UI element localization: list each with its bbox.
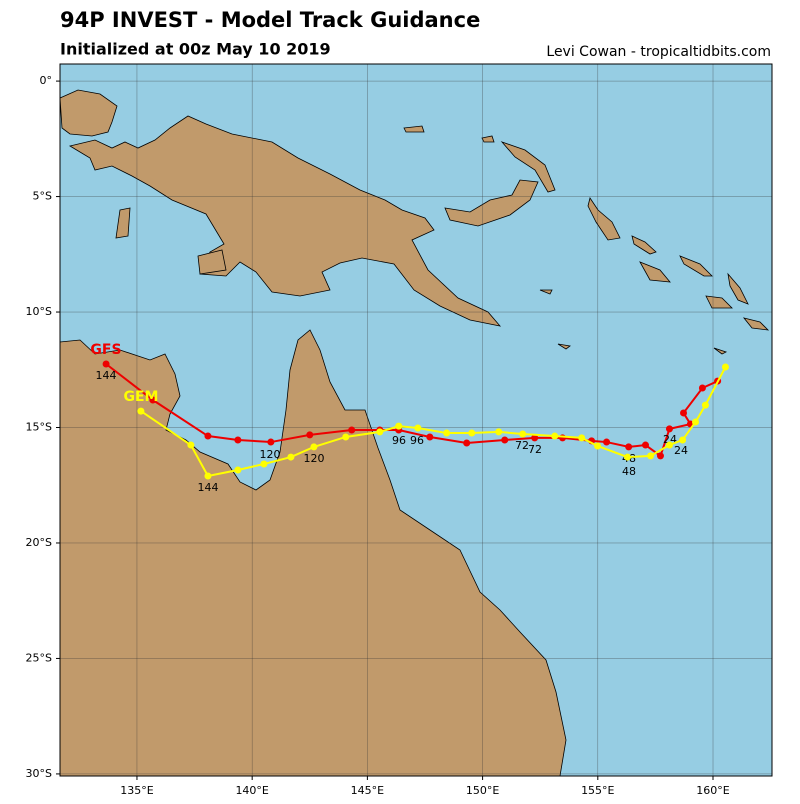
track-point	[468, 429, 476, 437]
x-tick-label: 160°E	[696, 784, 729, 797]
hour-label: 144	[96, 369, 117, 382]
track-point	[463, 439, 471, 447]
track-point	[102, 360, 110, 368]
y-tick-label: 10°S	[26, 305, 52, 318]
track-point	[625, 443, 633, 451]
solomons-4	[705, 295, 733, 309]
track-point	[665, 425, 673, 433]
track-point	[647, 452, 655, 460]
track-point	[603, 438, 611, 446]
hour-label: 48	[622, 465, 636, 478]
hour-label: 120	[260, 448, 281, 461]
tracks: GFS24487296120144GEM24487296120144	[90, 342, 729, 494]
track-point	[414, 424, 422, 432]
track-point	[187, 441, 195, 449]
track-point	[267, 438, 275, 446]
track-point	[551, 432, 559, 440]
track-point	[149, 396, 157, 404]
track-point	[501, 436, 509, 444]
track-point	[680, 409, 688, 417]
track-point	[594, 442, 602, 450]
track-point	[531, 434, 539, 442]
track-point	[310, 443, 318, 451]
hour-label: 120	[304, 452, 325, 465]
track-point	[287, 453, 295, 461]
hour-label: 96	[392, 434, 406, 447]
credit: Levi Cowan - tropicaltidbits.com	[546, 44, 771, 60]
track-point	[701, 401, 709, 409]
solomons-3	[727, 272, 749, 305]
track-point	[443, 429, 451, 437]
track-point	[342, 433, 350, 441]
track-point	[578, 434, 586, 442]
hour-label: 72	[515, 439, 529, 452]
track-point	[137, 407, 145, 415]
new-guinea	[59, 89, 502, 327]
solomons-2	[679, 255, 713, 277]
track-point	[234, 436, 242, 444]
track-point	[692, 418, 700, 426]
track-point	[495, 428, 503, 436]
track-point	[624, 453, 632, 461]
track-point	[656, 452, 664, 460]
track-point	[260, 460, 268, 468]
new-ireland	[500, 141, 556, 193]
bougainville	[587, 197, 621, 241]
track-point	[395, 422, 403, 430]
hour-label: 72	[528, 443, 542, 456]
track-point	[204, 432, 212, 440]
track-point	[376, 428, 384, 436]
track-point	[641, 441, 649, 449]
x-tick-label: 135°E	[120, 784, 153, 797]
hour-label: 24	[674, 444, 688, 457]
track-point	[348, 426, 356, 434]
new-britain	[444, 179, 539, 227]
solomons-5	[742, 317, 770, 331]
x-tick-label: 150°E	[466, 784, 499, 797]
y-tick-label: 15°S	[26, 421, 52, 434]
y-tick-label: 20°S	[26, 536, 52, 549]
track-point	[204, 472, 212, 480]
track-point	[519, 430, 527, 438]
y-tick-label: 30°S	[26, 767, 52, 780]
model-name: GFS	[90, 342, 121, 358]
y-tick-label: 25°S	[26, 651, 52, 664]
x-tick-label: 145°E	[351, 784, 384, 797]
y-tick-label: 0°	[40, 74, 53, 87]
track-point	[698, 384, 706, 392]
track-point	[234, 466, 242, 474]
track-point	[426, 433, 434, 441]
track-point	[306, 431, 314, 439]
y-tick-label: 5°S	[33, 190, 52, 203]
small-islands	[115, 125, 728, 355]
track-point	[721, 363, 729, 371]
track-point	[679, 436, 687, 444]
track-line	[105, 363, 719, 458]
solomons-6	[639, 261, 671, 283]
chart-subtitle: Initialized at 00z May 10 2019	[60, 40, 331, 59]
chart-title: 94P INVEST - Model Track Guidance	[60, 8, 480, 32]
x-tick-label: 140°E	[235, 784, 268, 797]
hour-label: 96	[410, 434, 424, 447]
solomons-1	[631, 235, 657, 255]
model-name: GEM	[124, 389, 159, 405]
map-frame	[59, 63, 773, 777]
x-tick-label: 155°E	[581, 784, 614, 797]
hour-label: 144	[198, 481, 219, 494]
track-point	[665, 441, 673, 449]
